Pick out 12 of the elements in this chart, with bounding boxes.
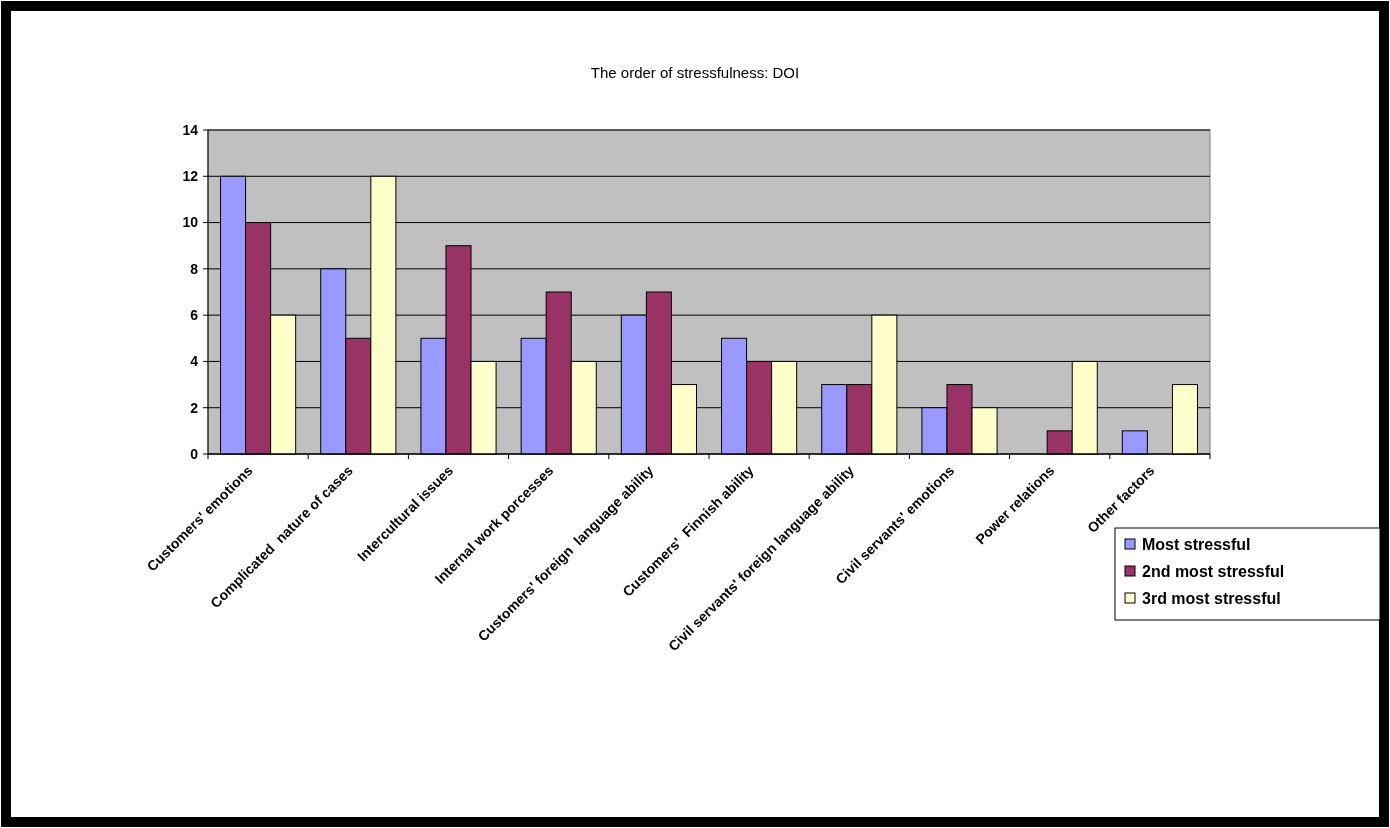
legend-label: 2nd most stressful (1142, 562, 1285, 580)
y-tick-label: 10 (182, 214, 199, 231)
y-tick-label: 0 (190, 445, 199, 462)
legend-label: Most stressful (1142, 535, 1251, 553)
y-tick-label: 6 (190, 307, 199, 324)
y-tick-label: 2 (190, 399, 199, 416)
y-tick-label: 4 (190, 353, 199, 370)
y-tick-label: 12 (182, 168, 199, 185)
legend-label: 3rd most stressful (1142, 589, 1281, 607)
chart-title: The order of stressfulness: DOI (590, 64, 800, 81)
y-tick-label: 14 (182, 121, 199, 138)
y-tick-label: 8 (190, 260, 199, 277)
